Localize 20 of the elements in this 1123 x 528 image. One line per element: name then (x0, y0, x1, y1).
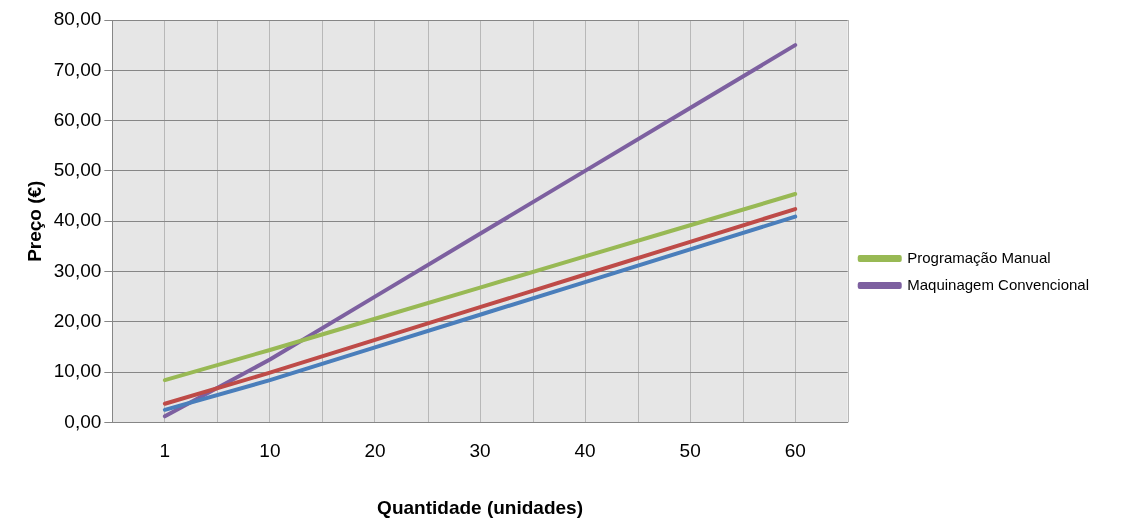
x-tick-label: 30 (469, 440, 491, 462)
x-tick-label: 1 (159, 440, 171, 462)
x-axis-title: Quantidade (unidades) (377, 496, 583, 518)
x-tick-label: 50 (679, 440, 701, 462)
x-tick-label: 10 (259, 440, 281, 462)
y-tick-label: 30,00 (53, 259, 102, 281)
x-tick-label: 20 (364, 440, 386, 462)
legend-label: Programação Manual (907, 248, 1051, 266)
x-tick-label: 60 (784, 440, 806, 462)
y-tick-label: 50,00 (53, 159, 102, 181)
legend-label: Maquinagem Convencional (907, 275, 1089, 293)
y-tick-label: 70,00 (53, 58, 102, 80)
y-tick-label: 40,00 (53, 209, 102, 231)
y-tick-label: 0,00 (64, 410, 102, 432)
y-tick-label: 80,00 (53, 8, 102, 30)
y-tick-label: 60,00 (53, 108, 102, 130)
y-tick-label: 20,00 (53, 310, 102, 332)
y-axis-title: Preço (€) (23, 180, 45, 262)
y-tick-label: 10,00 (53, 360, 102, 382)
x-tick-label: 40 (574, 440, 596, 462)
